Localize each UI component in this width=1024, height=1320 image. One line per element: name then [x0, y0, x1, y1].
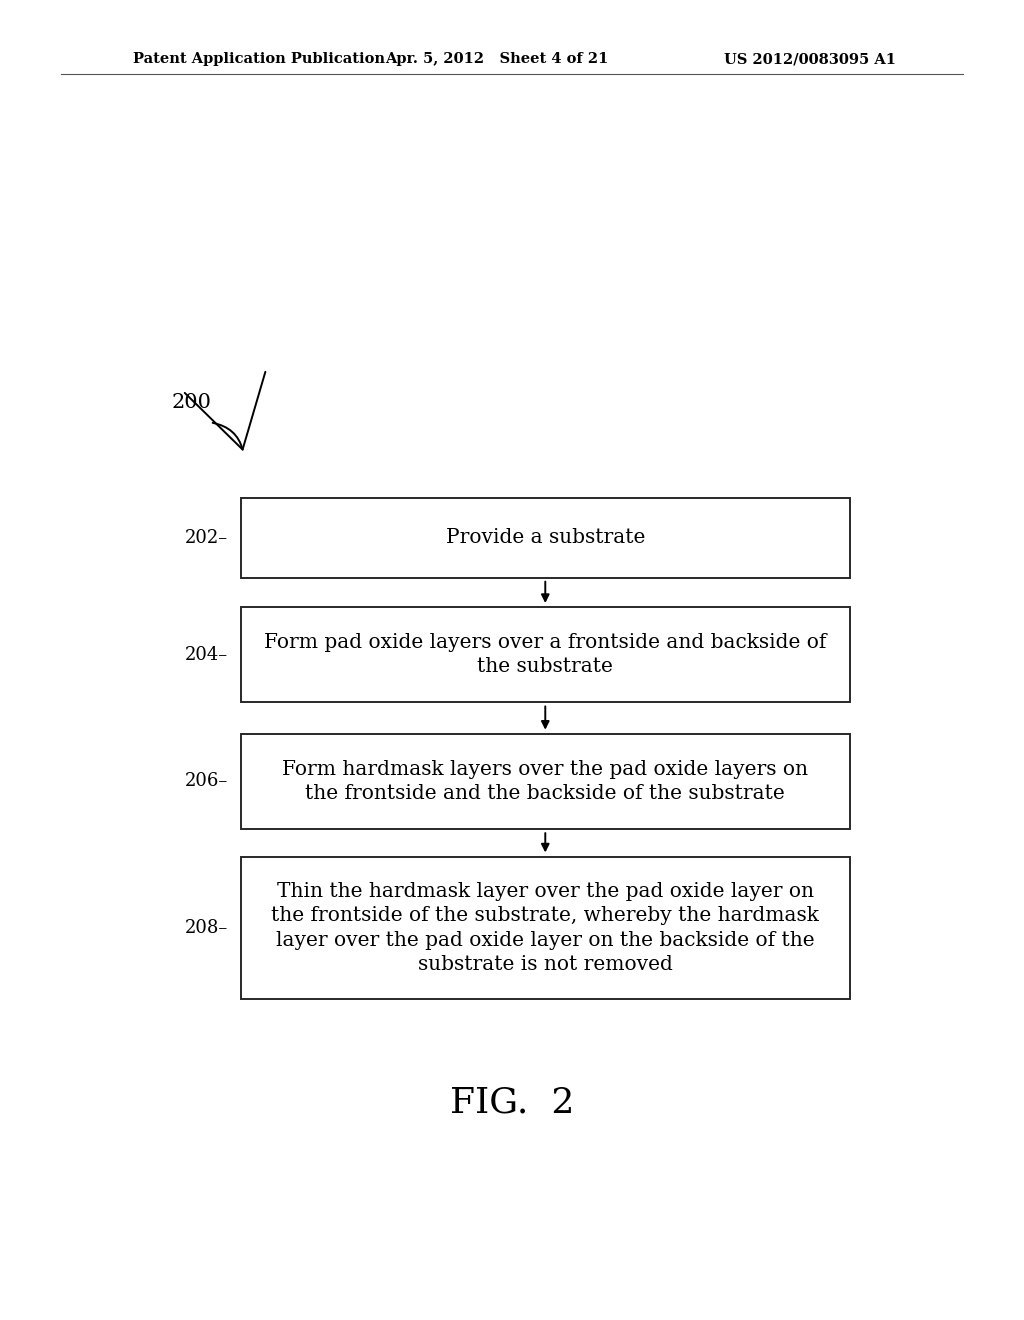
Text: Thin the hardmask layer over the pad oxide layer on
the frontside of the substra: Thin the hardmask layer over the pad oxi…	[271, 882, 819, 974]
Text: 202–: 202–	[185, 529, 228, 546]
Text: 200: 200	[172, 393, 212, 412]
Text: 206–: 206–	[185, 772, 228, 791]
Text: Apr. 5, 2012   Sheet 4 of 21: Apr. 5, 2012 Sheet 4 of 21	[385, 53, 608, 66]
Text: 208–: 208–	[185, 919, 228, 937]
Bar	[241, 607, 850, 702]
FancyArrowPatch shape	[184, 372, 265, 450]
Bar	[241, 734, 850, 829]
Text: FIG.  2: FIG. 2	[450, 1085, 574, 1119]
Text: Patent Application Publication: Patent Application Publication	[133, 53, 385, 66]
Bar	[241, 857, 850, 999]
Bar	[241, 498, 850, 578]
Text: Form pad oxide layers over a frontside and backside of
the substrate: Form pad oxide layers over a frontside a…	[264, 634, 826, 676]
Text: US 2012/0083095 A1: US 2012/0083095 A1	[724, 53, 896, 66]
Text: 204–: 204–	[185, 645, 228, 664]
Text: Provide a substrate: Provide a substrate	[445, 528, 645, 548]
Text: Form hardmask layers over the pad oxide layers on
the frontside and the backside: Form hardmask layers over the pad oxide …	[283, 760, 808, 803]
